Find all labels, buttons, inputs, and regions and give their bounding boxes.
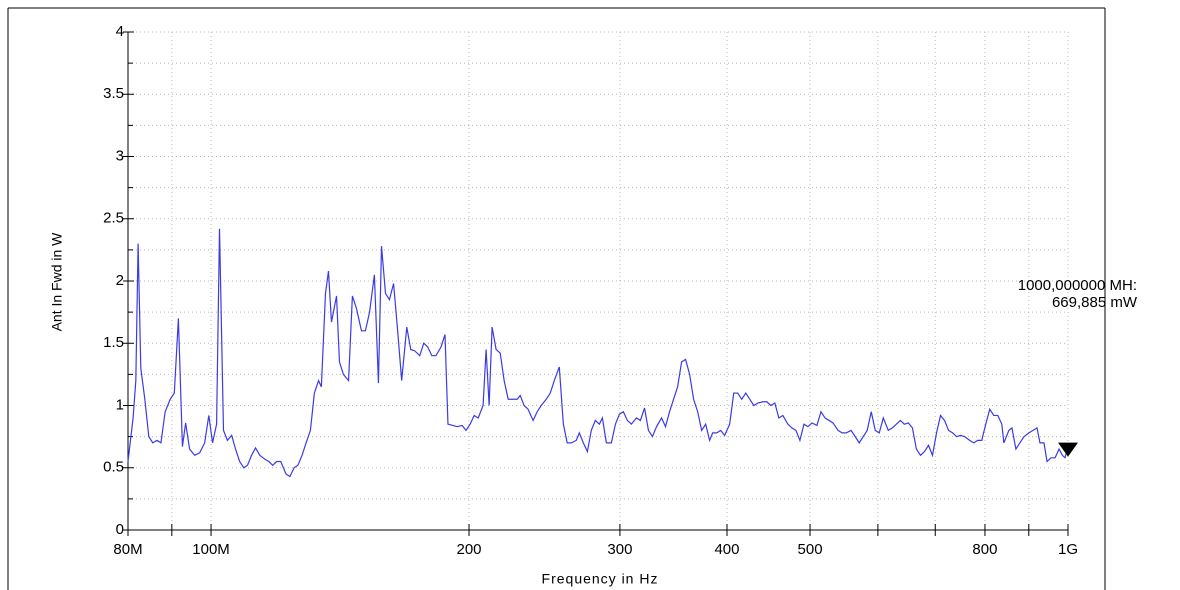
x-axis-title: Frequency in Hz bbox=[542, 571, 659, 587]
marker-label: 1000,000000 MH: bbox=[1018, 277, 1137, 294]
x-tick-label: 80M bbox=[113, 541, 142, 558]
x-tick-label: 200 bbox=[457, 541, 482, 558]
x-tick-label: 800 bbox=[972, 541, 997, 558]
x-tick-label: 300 bbox=[607, 541, 632, 558]
y-tick-label: 1 bbox=[116, 396, 124, 413]
x-tick-label: 500 bbox=[798, 541, 823, 558]
y-tick-label: 4 bbox=[116, 23, 124, 40]
y-tick-label: 0.5 bbox=[103, 459, 124, 476]
x-tick-label: 400 bbox=[714, 541, 739, 558]
x-tick-label: 1G bbox=[1058, 541, 1078, 558]
y-tick-label: 0 bbox=[116, 521, 124, 538]
y-tick-label: 3 bbox=[116, 147, 124, 164]
y-tick-label: 3.5 bbox=[103, 85, 124, 102]
x-tick-label: 100M bbox=[192, 541, 230, 558]
marker-label: 669,885 mW bbox=[1052, 294, 1138, 311]
y-tick-label: 2 bbox=[116, 272, 124, 289]
y-axis-title: Ant In Fwd in W bbox=[49, 232, 65, 332]
y-tick-label: 1.5 bbox=[103, 334, 124, 351]
y-tick-label: 2.5 bbox=[103, 210, 124, 227]
marker bbox=[1058, 442, 1078, 457]
data-line bbox=[127, 228, 1069, 478]
